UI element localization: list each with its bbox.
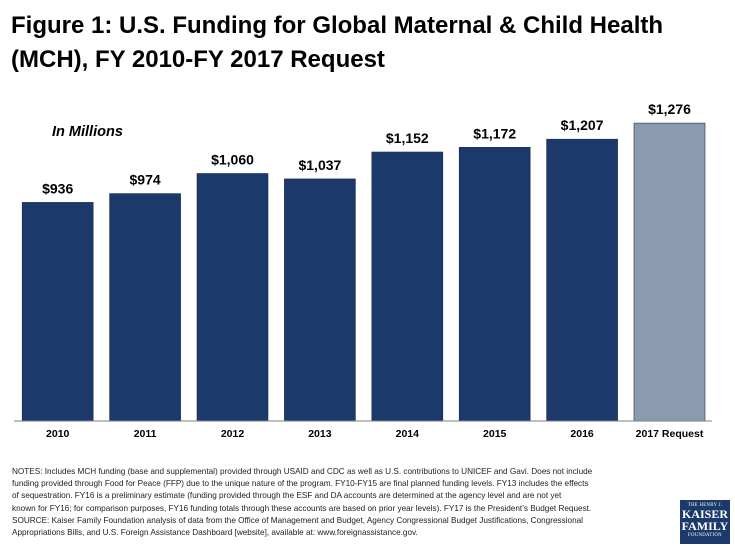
value-label: $1,172: [473, 125, 516, 141]
category-label: 2011: [134, 428, 157, 440]
category-label: 2013: [308, 428, 332, 440]
notes-line: known for FY16; for comparison purposes,…: [12, 503, 592, 513]
category-label: 2015: [483, 428, 507, 440]
bar-2017-request: [633, 122, 706, 422]
units-annotation: In Millions: [52, 124, 123, 140]
category-label: 2017 Request: [636, 428, 704, 440]
bar-2015: [458, 147, 531, 422]
category-label: 2012: [221, 428, 245, 440]
title-line-2: (MCH), FY 2010-FY 2017 Request: [11, 46, 385, 73]
value-label: $936: [42, 180, 73, 196]
notes-block: NOTES: Includes MCH funding (base and su…: [12, 466, 667, 539]
logo-line-2: KAISER: [681, 507, 728, 521]
logo-line-4: FOUNDATION: [688, 533, 722, 538]
bar-2011: [109, 193, 181, 422]
kff-logo: THE HENRY J. KAISER FAMILY FOUNDATION: [680, 500, 730, 544]
bar-2013: [284, 178, 356, 422]
notes-line: NOTES: Includes MCH funding (base and su…: [12, 467, 593, 476]
bar-2010: [21, 202, 94, 422]
source-line: Appropriations Bills, and U.S. Foreign A…: [12, 528, 418, 538]
value-label: $1,276: [648, 101, 691, 117]
notes-line: funding provided through Food for Peace …: [12, 479, 589, 489]
value-label: $1,060: [211, 152, 254, 168]
chart-title: Figure 1: U.S. Funding for Global Matern…: [11, 9, 726, 77]
category-label: 2014: [396, 428, 420, 440]
category-label: 2016: [570, 428, 594, 440]
category-label: 2010: [46, 428, 70, 440]
title-line-1: Figure 1: U.S. Funding for Global Matern…: [11, 12, 664, 39]
value-label: $1,152: [386, 130, 429, 146]
bar-chart: In Millions $936 2010 $974 2011 $1,060 2012 $1…: [14, 101, 712, 440]
bar-2014: [371, 151, 444, 422]
bar-2012: [196, 173, 269, 422]
bar-2016: [546, 138, 618, 422]
logo-line-1: THE HENRY J.: [687, 503, 723, 508]
value-label: $1,207: [561, 117, 604, 133]
value-label: $974: [130, 172, 161, 188]
source-line: SOURCE: Kaiser Family Foundation analysi…: [12, 515, 584, 525]
notes-line: of sequestration. FY16 is a preliminary …: [12, 491, 562, 501]
value-label: $1,037: [298, 157, 341, 173]
logo-line-3: FAMILY: [681, 519, 729, 533]
